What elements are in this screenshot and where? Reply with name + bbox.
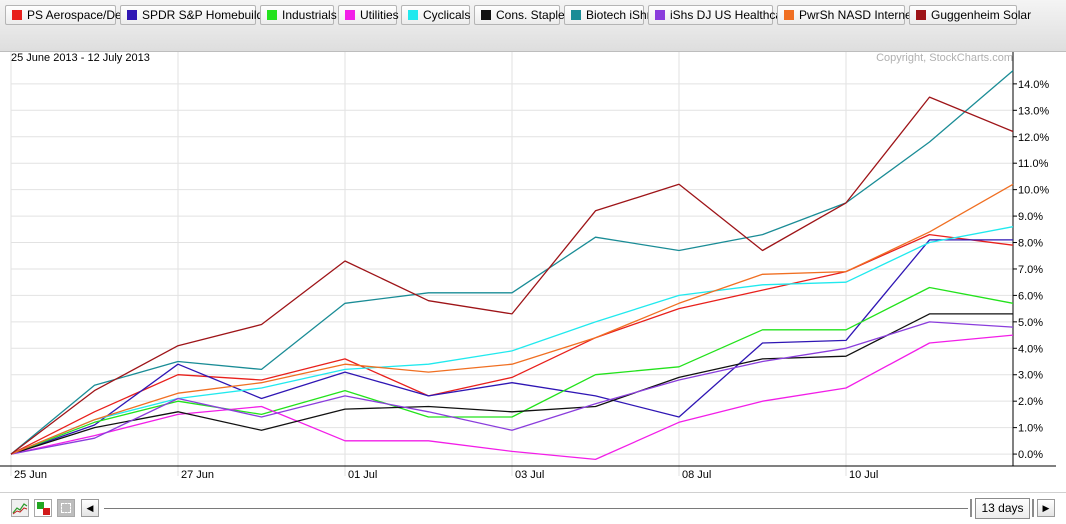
series-line xyxy=(10,183,1014,455)
performance-line-chart: 0.0% 1.0% 2.0% 3.0% 4.0% 5.0% 6.0% 7.0% 8.0% 9.0%… xyxy=(0,52,1056,481)
y-tick-label: 7.0% xyxy=(1018,264,1043,276)
y-tick-label: 10.0% xyxy=(1018,185,1049,197)
legend-bar: PS Aerospace/Def SPDR S&P Homebuildrs Indu… xyxy=(0,0,1066,52)
legend-swatch xyxy=(481,10,491,20)
legend-item[interactable]: PS Aerospace/Def xyxy=(5,5,125,25)
legend-item[interactable]: Utilities xyxy=(338,5,399,25)
scroll-right-button[interactable]: ▶ xyxy=(1037,499,1055,517)
legend-swatch xyxy=(12,10,22,20)
x-tick-label: 25 Jun xyxy=(14,469,47,481)
y-tick-label: 14.0% xyxy=(1018,79,1049,91)
series-line xyxy=(10,334,1014,461)
legend-swatch xyxy=(916,10,926,20)
scroll-left-button[interactable]: ◀ xyxy=(81,499,99,517)
legend-item[interactable]: Industrials xyxy=(260,5,337,25)
legend-label: Cyclicals xyxy=(423,8,471,22)
y-tick-label: 9.0% xyxy=(1018,211,1043,223)
legend-label: Utilities xyxy=(360,8,399,22)
chart-toolbar: ◀ 13 days ▶ xyxy=(0,492,1066,524)
legend-item[interactable]: SPDR S&P Homebuildrs xyxy=(120,5,273,25)
legend-swatch xyxy=(408,10,418,20)
legend-label: SPDR S&P Homebuildrs xyxy=(142,8,274,22)
series-line xyxy=(10,321,1014,455)
legend-swatch xyxy=(127,10,137,20)
y-tick-label: 8.0% xyxy=(1018,238,1043,250)
y-tick-label: 4.0% xyxy=(1018,343,1043,355)
legend-swatch xyxy=(267,10,277,20)
y-tick-label: 12.0% xyxy=(1018,132,1049,144)
series-line xyxy=(10,96,1014,455)
legend-item[interactable]: Guggenheim Solar xyxy=(909,5,1031,25)
legend-label: PS Aerospace/Def xyxy=(27,8,126,22)
fullscreen-icon[interactable] xyxy=(57,499,75,517)
legend-swatch xyxy=(655,10,665,20)
legend-label: PwrSh NASD Internet xyxy=(799,8,916,22)
y-tick-label: 3.0% xyxy=(1018,370,1043,382)
legend-label: Biotech iShr xyxy=(586,8,651,22)
legend-label: Guggenheim Solar xyxy=(931,8,1032,22)
series-line xyxy=(10,286,1014,455)
legend-label: Industrials xyxy=(282,8,337,22)
days-range-selector[interactable]: 13 days xyxy=(975,498,1030,519)
legend-item[interactable]: PwrSh NASD Internet xyxy=(777,5,915,25)
range-grip-right[interactable] xyxy=(1032,499,1034,517)
series-line xyxy=(10,313,1013,455)
y-tick-label: 2.0% xyxy=(1018,396,1043,408)
legend-item[interactable]: Cyclicals xyxy=(401,5,470,25)
y-tick-label: 1.0% xyxy=(1018,423,1043,435)
y-tick-label: 0.0% xyxy=(1018,449,1043,461)
range-grip-left[interactable] xyxy=(970,499,972,517)
line-chart-icon[interactable] xyxy=(11,499,29,517)
date-range: 25 June 2013 - 12 July 2013 xyxy=(11,52,150,64)
x-tick-label: 03 Jul xyxy=(515,469,544,481)
legend-swatch xyxy=(784,10,794,20)
copyright-notice: Copyright, StockCharts.com xyxy=(876,52,1013,64)
legend-item[interactable]: Biotech iShr xyxy=(564,5,651,25)
legend-label: iShs DJ US Healthcar xyxy=(670,8,787,22)
y-tick-label: 6.0% xyxy=(1018,290,1043,302)
legend-swatch xyxy=(345,10,355,20)
series-line xyxy=(10,239,1013,455)
legend-label: Cons. Staples xyxy=(496,8,571,22)
y-tick-label: 11.0% xyxy=(1018,158,1049,170)
x-tick-label: 10 Jul xyxy=(849,469,878,481)
legend-item[interactable]: iShs DJ US Healthcar xyxy=(648,5,786,25)
chart-panel: 25 June 2013 - 12 July 2013 Copyright, S… xyxy=(0,52,1066,492)
color-swap-icon[interactable] xyxy=(34,499,52,517)
x-tick-label: 27 Jun xyxy=(181,469,214,481)
legend-item[interactable]: Cons. Staples xyxy=(474,5,571,25)
y-tick-label: 13.0% xyxy=(1018,105,1049,117)
y-tick-label: 5.0% xyxy=(1018,317,1043,329)
legend-swatch xyxy=(571,10,581,20)
scroll-track[interactable] xyxy=(104,508,968,509)
x-tick-label: 01 Jul xyxy=(348,469,377,481)
x-tick-label: 08 Jul xyxy=(682,469,711,481)
